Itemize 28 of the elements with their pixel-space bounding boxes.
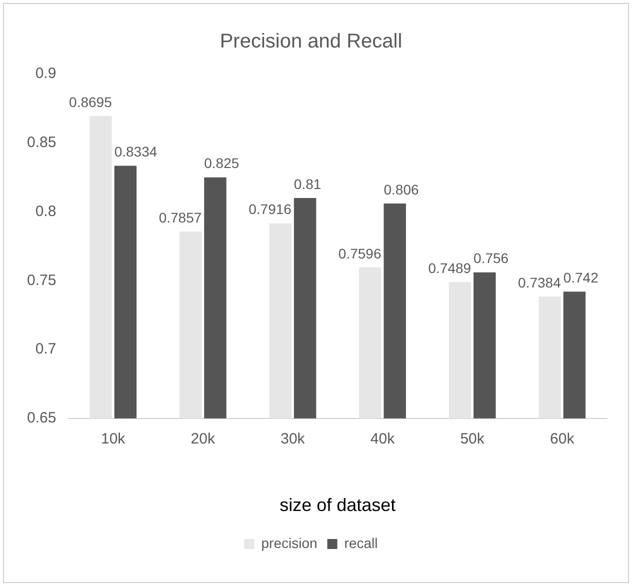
data-label: 0.7857 — [158, 209, 202, 226]
y-tick-label: 0.75 — [26, 272, 56, 289]
y-tick-label: 0.9 — [35, 65, 56, 82]
data-label: 0.7384 — [518, 274, 562, 290]
data-label: 0.825 — [204, 155, 240, 172]
x-tick-label: 50k — [460, 430, 485, 448]
data-label: 0.7489 — [428, 260, 472, 276]
x-tick-label: 30k — [280, 430, 306, 448]
x-axis-title: size of dataset — [280, 495, 396, 516]
data-label: 0.81 — [294, 176, 322, 192]
y-tick-label: 0.85 — [26, 134, 56, 152]
data-label: 0.7916 — [248, 201, 292, 218]
y-tick-label: 0.7 — [35, 340, 56, 358]
data-label: 0.742 — [563, 270, 599, 286]
y-tick-label: 0.8 — [35, 202, 56, 220]
legend-label: precision — [261, 534, 318, 551]
data-label: 0.8334 — [114, 144, 158, 160]
y-tick-label: 0.65 — [26, 410, 56, 427]
legend-label: recall — [344, 534, 378, 551]
x-tick-label: 10k — [101, 430, 126, 448]
data-label: 0.756 — [474, 250, 509, 266]
x-tick-label: 40k — [370, 430, 396, 448]
chart-title: Precision and Recall — [220, 30, 402, 53]
x-tick-label: 20k — [190, 430, 216, 448]
data-label: 0.806 — [384, 181, 419, 198]
data-label: 0.8695 — [69, 94, 112, 110]
x-tick-label: 60k — [550, 430, 575, 448]
data-label: 0.7596 — [338, 245, 382, 262]
